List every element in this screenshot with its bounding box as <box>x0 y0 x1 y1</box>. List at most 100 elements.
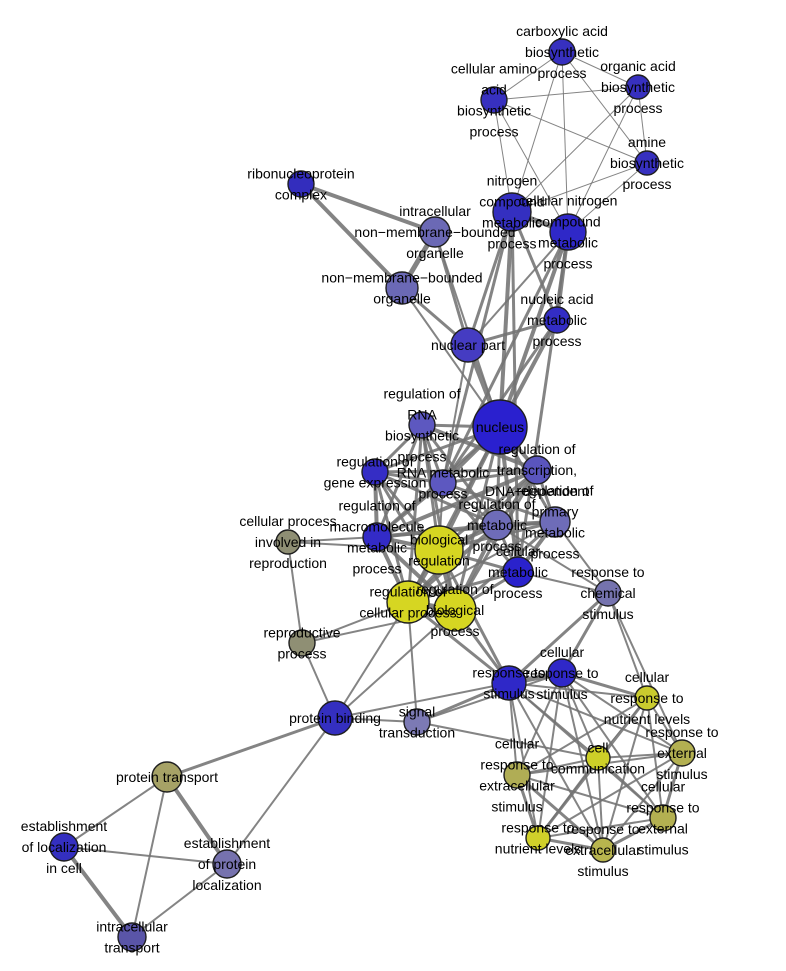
graph-edge-epl-itrans <box>131 863 228 938</box>
graph-edge-orga-cnitro <box>567 86 639 233</box>
node-label-cnitro: cellular nitrogen compound metabolic proces… <box>519 192 618 271</box>
graph-node-rext[interactable] <box>668 739 696 767</box>
graph-node-inmbo[interactable] <box>419 216 451 248</box>
graph-edge-rcell-pbind <box>334 601 409 719</box>
graph-node-rnamet[interactable] <box>429 469 457 497</box>
node-label-itrans: intracellular transport <box>96 918 168 955</box>
graph-edge-crextra-crext <box>516 774 664 819</box>
graph-node-crstim[interactable] <box>547 658 577 688</box>
graph-edge-ccomm-crextra <box>516 757 599 776</box>
graph-node-amine[interactable] <box>634 150 660 176</box>
node-label-orga: organic acid biosynthetic process <box>600 58 676 116</box>
graph-edge-rgene-rmet <box>374 470 498 527</box>
graph-edge-cnitro-cellmet <box>516 231 570 573</box>
node-label-crextra: cellular response to extracellular stimulus <box>479 735 555 814</box>
graph-edge-ccomm-crext <box>597 757 664 819</box>
node-label-rnamet: RNA metabolic process <box>397 464 490 501</box>
graph-edge-orga-nitro <box>511 86 639 213</box>
graph-edge-rrbp-rmacro <box>375 424 424 538</box>
graph-edge-rtrans-rgene <box>374 468 538 474</box>
graph-node-nitro[interactable] <box>492 192 532 232</box>
graph-node-rtrans[interactable] <box>522 455 552 485</box>
graph-edge-rbio-repro <box>301 609 456 644</box>
graph-node-rmet[interactable] <box>481 509 513 541</box>
graph-edge-rstim-crnutr <box>508 682 648 699</box>
node-label-nitro: nitrogen compound metabolic process <box>479 172 544 251</box>
graph-edge-cpir-rmacro <box>287 536 378 543</box>
graph-node-npart[interactable] <box>450 327 486 363</box>
graph-edge-rrbp-rcell <box>406 424 424 603</box>
labels-layer: carboxylic acid biosynthetic process organi… <box>21 23 719 956</box>
node-label-rchem: response to chemical stimulus <box>571 564 644 622</box>
node-label-rstim: response to stimulus <box>472 664 545 701</box>
graph-node-nucleus[interactable] <box>472 399 528 455</box>
graph-node-ptrans[interactable] <box>151 761 183 793</box>
node-label-rbio: regulation of biological process <box>416 581 493 639</box>
graph-edge-rtrans-rmacro <box>376 468 538 539</box>
graph-node-ccomm[interactable] <box>585 745 611 771</box>
graph-node-elic[interactable] <box>49 832 79 862</box>
graph-edge-epl-pbind <box>226 717 336 865</box>
graph-edge-crnutr-crext <box>646 697 664 819</box>
graph-edge-crstim-ccomm <box>561 672 599 759</box>
graph-edge-rchem-crstim <box>560 592 610 674</box>
graph-node-orga[interactable] <box>625 74 651 100</box>
node-label-amine: amine biosynthetic process <box>610 134 684 192</box>
graph-node-cnitro[interactable] <box>549 213 587 251</box>
graph-node-rbio[interactable] <box>433 588 477 632</box>
graph-node-nmbo[interactable] <box>385 271 419 305</box>
graph-edge-carb-orga <box>561 51 639 88</box>
graph-node-amino[interactable] <box>480 86 508 114</box>
graph-node-sigtr[interactable] <box>403 708 431 736</box>
graph-node-epl[interactable] <box>212 849 242 879</box>
node-label-crnutr: cellular response to nutrient levels <box>604 669 690 727</box>
graph-edge-carb-amino <box>493 51 563 101</box>
graph-node-cpir[interactable] <box>275 529 301 555</box>
node-label-rnp: ribonucleoprotein complex <box>247 165 354 202</box>
graph-node-pbind[interactable] <box>317 700 353 736</box>
graph-edge-ccomm-rnutr <box>537 757 599 839</box>
graph-edge-crnutr-crextra <box>516 697 648 776</box>
graph-node-rprim[interactable] <box>539 506 571 538</box>
graph-node-rmacro[interactable] <box>362 522 392 552</box>
graph-edge-rext-ccomm <box>597 752 683 759</box>
graph-edge-bioreg-cpir <box>287 541 440 551</box>
graph-node-rnutr[interactable] <box>525 825 551 851</box>
node-label-sigtr: signal transduction <box>379 703 455 740</box>
graph-edge-rstim-pbind <box>334 682 510 719</box>
graph-node-crnutr[interactable] <box>634 685 660 711</box>
graph-node-rextra[interactable] <box>590 837 616 863</box>
graph-edge-crext-rnutr <box>537 817 664 839</box>
graph-edge-orga-amino <box>493 86 639 101</box>
node-label-epl: establishment of protein localization <box>184 835 270 893</box>
graph-node-bioreg[interactable] <box>414 525 464 575</box>
graph-edge-amino-amine <box>493 99 648 164</box>
graph-node-cellmet[interactable] <box>502 556 534 588</box>
graph-node-rstim[interactable] <box>491 665 527 701</box>
graph-node-rrbp[interactable] <box>408 411 436 439</box>
graph-node-rchem[interactable] <box>594 579 622 607</box>
graph-edge-cnitro-npart <box>467 231 569 346</box>
graph-node-repro[interactable] <box>288 629 316 657</box>
node-label-crstim: cellular response to stimulus <box>525 644 598 702</box>
graph-node-rnp[interactable] <box>287 170 315 198</box>
node-label-amino: cellular amino acid biosynthetic process <box>451 60 538 139</box>
graph-edge-rnp-nmbo <box>299 182 404 290</box>
graph-node-rcell[interactable] <box>386 580 430 624</box>
graph-edge-nitro-npart <box>466 211 514 346</box>
node-label-rextra: response to extracellular stimulus <box>565 821 641 879</box>
graph-node-crextra[interactable] <box>503 761 531 789</box>
graph-edge-rrbp-rtrans <box>421 423 538 472</box>
graph-edge-rtrans-rnamet <box>442 468 538 485</box>
graph-node-carb[interactable] <box>548 38 576 66</box>
graph-edge-crstim-crext <box>561 672 664 819</box>
node-label-npart: nuclear part <box>431 337 505 353</box>
graph-edge-carb-cnitro <box>561 51 569 233</box>
graph-node-itrans[interactable] <box>117 922 147 952</box>
graph-node-rgene[interactable] <box>361 458 389 486</box>
node-label-cpir: cellular process involved in reproduction <box>239 513 336 571</box>
graph-node-crext[interactable] <box>649 804 677 832</box>
graph-node-nacid[interactable] <box>543 306 571 334</box>
graph-edge-ptrans-epl <box>165 775 229 866</box>
